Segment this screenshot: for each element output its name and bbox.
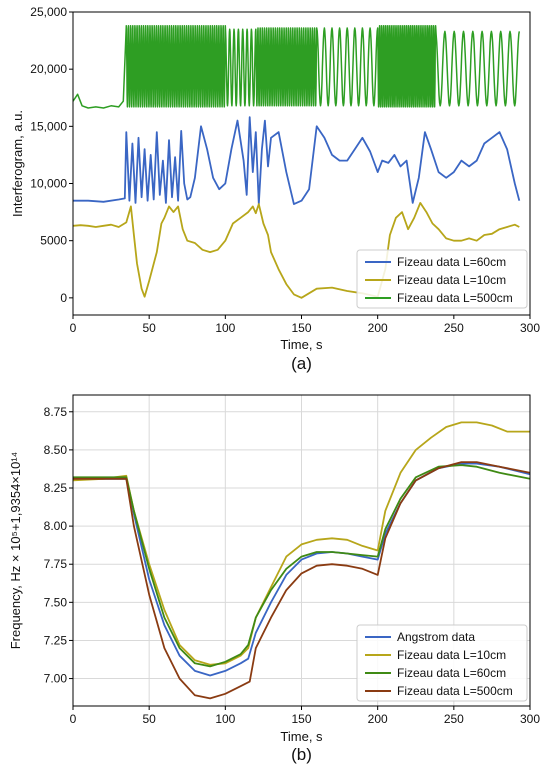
y-tick-label: 8.25 [44, 481, 68, 495]
panel-label: (b) [291, 745, 312, 764]
x-axis-label: Time, s [280, 729, 323, 744]
x-axis-label: Time, s [280, 337, 323, 352]
legend: Fizeau data L=60cm Fizeau data L=10cm Fize… [356, 249, 528, 309]
y-tick-label: 7.00 [44, 672, 68, 686]
legend-box [356, 249, 528, 309]
series-line-2 [73, 421, 530, 666]
x-tick-label: 300 [520, 321, 540, 335]
y-axis-label: Frequency, Hz × 10⁵+1,9354×10¹⁴ [8, 452, 23, 650]
legend-label: Fizeau data L=10cm [397, 648, 506, 662]
legend-label: Fizeau data L=10cm [397, 273, 506, 287]
y-tick-label: 10,000 [30, 177, 67, 191]
series-line-1 [73, 116, 521, 205]
y-tick-label: 20,000 [30, 62, 67, 76]
x-tick-label: 250 [444, 321, 464, 335]
y-axis-label: Interferogram, a.u. [10, 110, 25, 217]
panel-label: (a) [291, 354, 312, 373]
y-tick-label: 5000 [40, 234, 67, 248]
legend-label: Fizeau data L=60cm [397, 255, 506, 269]
x-tick-label: 250 [444, 712, 464, 726]
series-line-3 [73, 464, 530, 668]
y-tick-label: 7.75 [44, 557, 68, 571]
x-tick-label: 50 [142, 712, 156, 726]
x-tick-label: 50 [142, 321, 156, 335]
y-tick-label: 25,000 [30, 5, 67, 19]
series-line-3 [73, 24, 521, 109]
y-tick-label: 0 [60, 291, 67, 305]
legend-box [356, 624, 528, 702]
y-tick-label: 7.50 [44, 595, 68, 609]
y-tick-label: 8.00 [44, 519, 68, 533]
x-tick-label: 100 [215, 712, 235, 726]
chart-panel-a: 0 50 100 150 200 250 300 0 5000 10,000 15,000 20,00… [10, 5, 540, 373]
series-group [73, 421, 530, 700]
chart-panel-b: 0 50 100 150 200 250 300 7.00 7.25 7.50 7.75 8.00 8.… [8, 394, 540, 764]
legend-label: Fizeau data L=500cm [397, 291, 513, 305]
y-tick-label: 15,000 [30, 119, 67, 133]
y-tick-label: 7.25 [44, 633, 68, 647]
x-tick-label: 200 [368, 712, 388, 726]
legend: Angstrom data Fizeau data L=10cm Fizeau da… [356, 624, 528, 702]
x-tick-label: 0 [70, 321, 77, 335]
y-tick-label: 8.75 [44, 405, 68, 419]
x-tick-label: 150 [291, 712, 311, 726]
x-tick-label: 100 [215, 321, 235, 335]
series-line-2 [73, 202, 520, 299]
x-tick-label: 0 [70, 712, 77, 726]
x-tick-label: 300 [520, 712, 540, 726]
series-line-4 [73, 461, 530, 700]
y-tick-label: 8.50 [44, 443, 68, 457]
x-tick-label: 200 [368, 321, 388, 335]
series-group [73, 24, 521, 299]
x-tick-label: 150 [291, 321, 311, 335]
legend-label: Fizeau data L=60cm [397, 666, 506, 680]
legend-label: Angstrom data [397, 630, 475, 644]
legend-label: Fizeau data L=500cm [397, 684, 513, 698]
